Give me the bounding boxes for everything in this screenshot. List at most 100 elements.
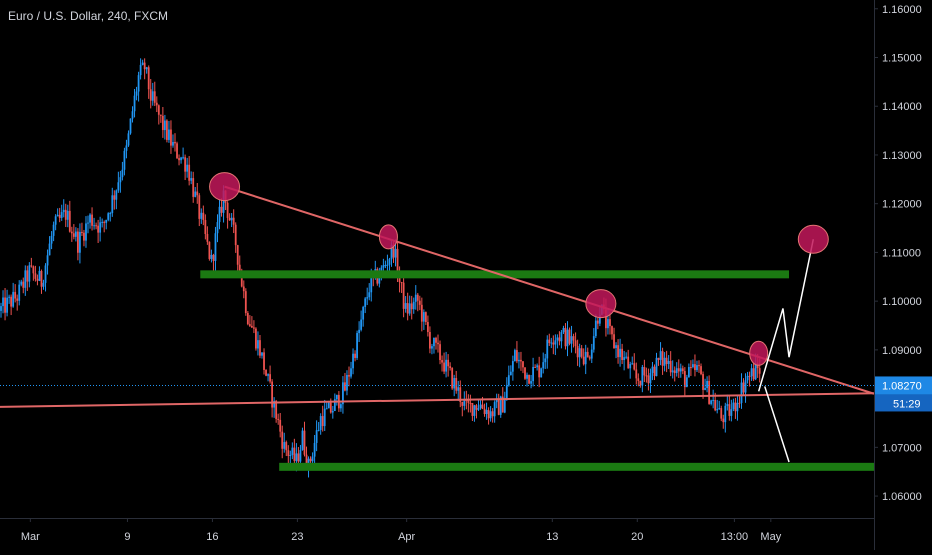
y-tick-label: 1.16000 bbox=[882, 4, 922, 16]
candle-body bbox=[594, 320, 597, 337]
candle bbox=[101, 218, 104, 228]
candle-body bbox=[400, 282, 403, 284]
candle-body bbox=[64, 209, 67, 220]
candle bbox=[281, 425, 284, 459]
candle bbox=[647, 368, 650, 391]
candle-body bbox=[305, 454, 308, 468]
candle-body bbox=[629, 364, 632, 369]
candle bbox=[79, 223, 81, 264]
candle-body bbox=[651, 366, 654, 373]
candle-body bbox=[542, 362, 545, 369]
candle-body bbox=[141, 62, 144, 65]
candle bbox=[386, 254, 389, 273]
candle bbox=[420, 297, 423, 332]
candle bbox=[143, 58, 146, 80]
candle-body bbox=[724, 405, 727, 423]
candle bbox=[712, 389, 715, 409]
candle-body bbox=[168, 129, 170, 140]
candle bbox=[526, 372, 528, 387]
candle bbox=[265, 369, 267, 377]
candle bbox=[246, 311, 249, 326]
candle-body bbox=[742, 382, 745, 393]
candle bbox=[687, 363, 690, 378]
candle bbox=[716, 399, 719, 414]
y-tick-label: 1.09000 bbox=[882, 345, 922, 357]
zones-layer bbox=[200, 270, 874, 471]
candle bbox=[659, 342, 662, 366]
candle-body bbox=[279, 419, 282, 432]
candle bbox=[364, 297, 367, 314]
candle bbox=[226, 201, 229, 229]
candle-body bbox=[692, 364, 694, 368]
candle-body bbox=[414, 294, 417, 302]
candle bbox=[105, 219, 108, 230]
candle bbox=[62, 199, 65, 218]
candle-body bbox=[242, 286, 245, 292]
candle-body bbox=[548, 339, 551, 344]
candle bbox=[544, 353, 547, 369]
candle-body bbox=[22, 281, 25, 288]
target-marker bbox=[797, 224, 829, 254]
candle bbox=[180, 156, 182, 164]
candle-body bbox=[56, 214, 59, 217]
candle bbox=[331, 405, 334, 419]
candle bbox=[696, 360, 698, 373]
candle-body bbox=[257, 340, 259, 349]
candle-body bbox=[520, 359, 522, 362]
candle-body bbox=[327, 402, 330, 409]
bullish-projection bbox=[757, 239, 815, 392]
ascending-trendline bbox=[0, 392, 875, 408]
candle bbox=[665, 350, 668, 373]
candle bbox=[530, 374, 532, 389]
candle bbox=[655, 352, 658, 377]
candle-body bbox=[60, 212, 63, 218]
candle-body bbox=[619, 348, 621, 358]
candle bbox=[269, 365, 271, 384]
candle-body bbox=[748, 375, 751, 377]
candle bbox=[582, 348, 585, 366]
candle-body bbox=[663, 357, 666, 366]
candle-body bbox=[234, 224, 237, 246]
candle bbox=[447, 354, 450, 377]
candle bbox=[93, 217, 95, 230]
candle-body bbox=[457, 387, 460, 391]
candle bbox=[503, 391, 506, 414]
candle bbox=[277, 413, 280, 425]
candle-body bbox=[58, 214, 61, 218]
candle-body bbox=[441, 360, 443, 363]
candle bbox=[412, 297, 415, 314]
candle-body bbox=[752, 368, 755, 380]
candle-body bbox=[176, 143, 178, 159]
candle-body bbox=[617, 345, 619, 358]
candle-body bbox=[364, 298, 367, 307]
candle bbox=[685, 374, 688, 388]
candle bbox=[257, 331, 259, 356]
candle bbox=[675, 362, 678, 377]
candle-body bbox=[352, 353, 354, 369]
candle-body bbox=[453, 378, 456, 389]
candle bbox=[562, 325, 565, 334]
candle-body bbox=[182, 157, 184, 159]
candle-body bbox=[319, 416, 322, 430]
touch-marker-2 bbox=[378, 224, 398, 250]
candle bbox=[667, 355, 670, 369]
candle-body bbox=[54, 216, 57, 225]
candle-body bbox=[32, 266, 35, 274]
candle-body bbox=[309, 458, 312, 462]
candle-body bbox=[192, 178, 195, 197]
candle-body bbox=[467, 399, 470, 403]
candle bbox=[323, 399, 326, 431]
candle bbox=[742, 378, 745, 395]
candle bbox=[248, 315, 251, 328]
candle-body bbox=[222, 190, 225, 213]
candle bbox=[48, 236, 51, 256]
candle bbox=[483, 403, 486, 417]
candle-body bbox=[398, 276, 401, 283]
candle-body bbox=[331, 411, 334, 413]
candle-body bbox=[566, 329, 569, 347]
candle bbox=[700, 363, 702, 376]
candle-body bbox=[497, 399, 500, 415]
candle-body bbox=[275, 400, 278, 419]
